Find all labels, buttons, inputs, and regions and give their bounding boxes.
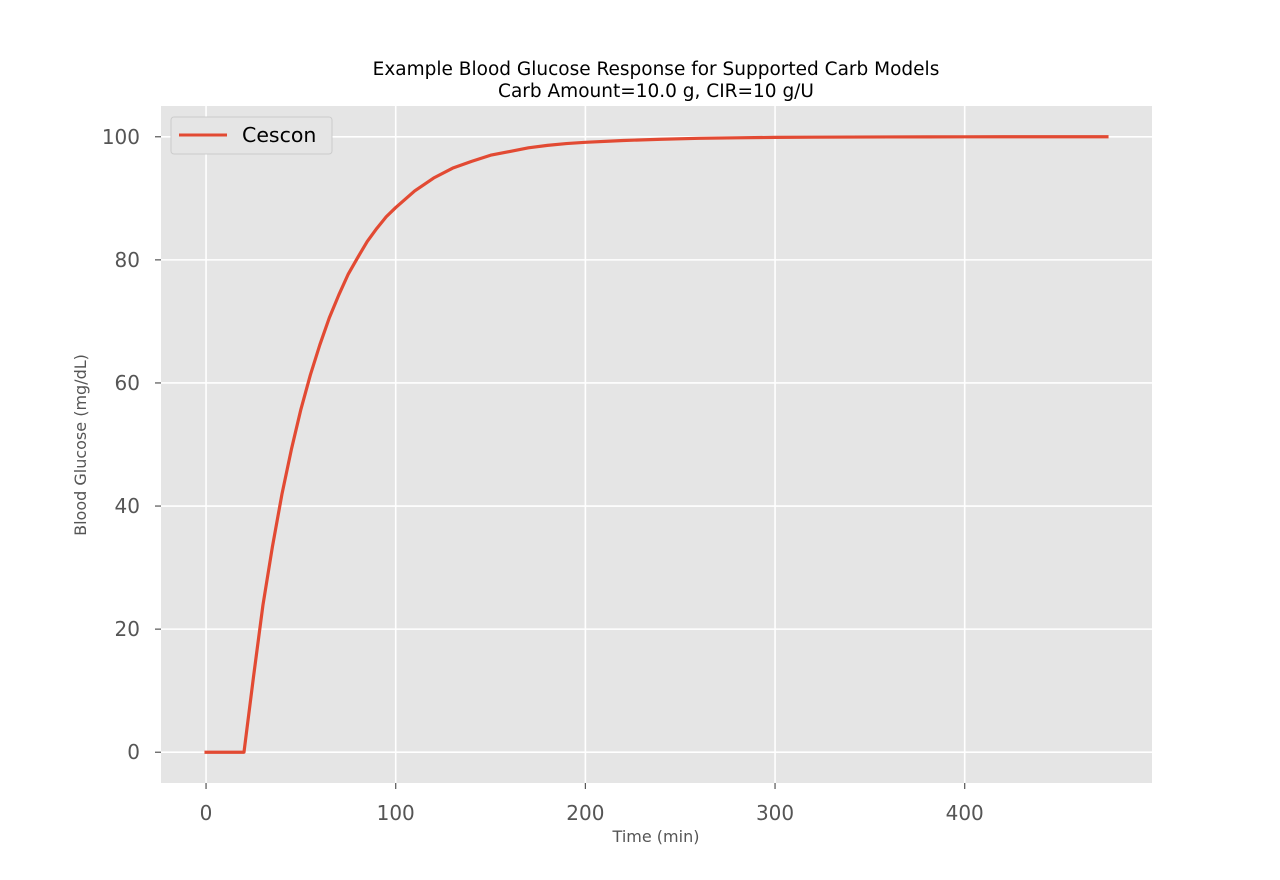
chart-title: Example Blood Glucose Response for Suppo… — [373, 59, 940, 80]
x-tick-label: 100 — [377, 801, 415, 825]
axis-ticks: 0 100 200 300 400 0 20 40 60 80 100 — [102, 125, 984, 825]
x-tick-label: 200 — [566, 801, 604, 825]
series-line-cescon — [204, 135, 1109, 754]
legend: Cescon — [170, 116, 333, 155]
series-layer — [204, 135, 1109, 754]
legend-label-cescon: Cescon — [242, 123, 316, 147]
y-tick-label: 100 — [102, 125, 140, 149]
x-tick-label: 300 — [756, 801, 794, 825]
y-axis-label: Blood Glucose (mg/dL) — [71, 354, 90, 536]
x-tick-label: 0 — [200, 801, 213, 825]
y-tick-label: 0 — [127, 740, 140, 764]
legend-frame — [170, 116, 333, 155]
y-tick-label: 80 — [115, 248, 140, 272]
x-axis-label: Time (min) — [612, 827, 700, 846]
y-tick-label: 20 — [115, 617, 140, 641]
chart-subtitle: Carb Amount=10.0 g, CIR=10 g/U — [498, 81, 814, 102]
plot-area — [161, 106, 1152, 783]
y-tick-label: 60 — [115, 371, 140, 395]
y-tick-label: 40 — [115, 494, 140, 518]
x-tick-label: 400 — [946, 801, 984, 825]
